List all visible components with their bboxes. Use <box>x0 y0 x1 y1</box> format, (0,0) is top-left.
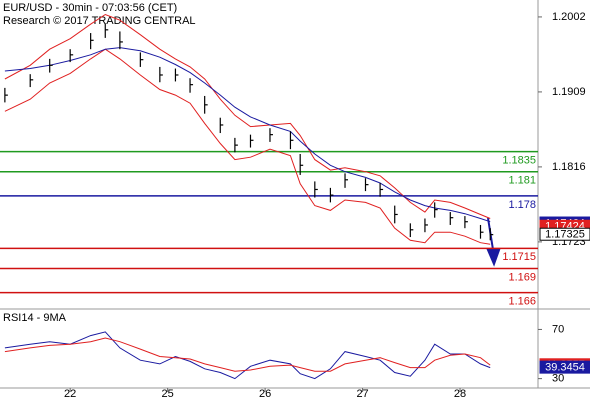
x-tick-label: 22 <box>64 388 76 400</box>
level-label: 1.169 <box>508 271 536 283</box>
indicator-line <box>4 47 491 223</box>
level-label: 1.178 <box>508 199 536 211</box>
rsi-line <box>4 331 491 380</box>
y-tick-label: 1.2002 <box>552 11 586 23</box>
rsi-title: RSI14 - 9MA <box>3 312 67 324</box>
x-tick-label: 25 <box>162 388 174 400</box>
y-tick-label: 1.1909 <box>552 86 586 98</box>
value-marker-label: 1.17325 <box>545 229 585 241</box>
level-label: 1.166 <box>508 296 536 308</box>
y-tick-label: 70 <box>552 323 564 335</box>
value-marker-label: 39.3454 <box>545 362 585 374</box>
level-label: 1.1835 <box>502 154 536 166</box>
level-label: 1.1715 <box>502 251 536 263</box>
value-marker <box>539 227 590 241</box>
y-tick-label: 1.1816 <box>552 161 586 173</box>
x-tick-label: 28 <box>454 388 466 400</box>
rsi-line <box>4 337 491 372</box>
y-tick-label: 30 <box>552 373 564 385</box>
chart-title: EUR/USD - 30min - 07:03:56 (CET) <box>3 2 177 14</box>
forecast-arrow <box>486 217 501 267</box>
x-tick-label: 27 <box>356 388 368 400</box>
x-tick-label: 26 <box>259 388 271 400</box>
level-label: 1.181 <box>508 175 536 187</box>
value-marker <box>539 360 590 374</box>
chart-subtitle: Research © 2017 TRADING CENTRAL <box>3 15 196 27</box>
